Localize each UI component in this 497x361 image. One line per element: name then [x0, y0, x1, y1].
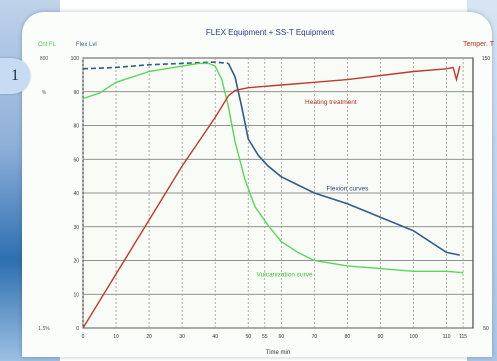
right-axis-label: Temper. T [463, 41, 495, 48]
x-tick: 70 [312, 334, 318, 340]
y-tick-left: % [42, 90, 47, 96]
chart-title: FLEX Equipment + SS-T Equipment [206, 28, 335, 37]
x-tick: 20 [146, 334, 152, 340]
x-tick: 100 [409, 334, 418, 340]
x-tick: 55 [262, 334, 268, 340]
left-axis-label-1: Cnt FL [38, 42, 57, 48]
y-tick-inner: 40 [73, 191, 79, 197]
y-tick-right: 50 [483, 326, 489, 332]
y-tick-left: 1.5% [38, 326, 50, 332]
x-tick: 10 [113, 334, 119, 340]
annotation-label: Flexion curves [326, 185, 369, 192]
annotations: Heating treatment Flexion curves Vulcaniza… [257, 99, 370, 279]
series-group [82, 61, 464, 329]
y-tick-inner: 10 [73, 292, 79, 298]
x-axis-label: Time min [266, 350, 290, 356]
y-tick-inner: 20 [73, 259, 79, 265]
x-tick: 50 [245, 334, 251, 340]
x-tick: 90 [378, 334, 384, 340]
series-line-1-dashed [82, 61, 229, 70]
series-line-1 [227, 63, 460, 256]
x-tick: 0 [82, 334, 85, 340]
series-line-2 [82, 62, 464, 274]
series-line-3 [82, 65, 461, 329]
y-tick-inner: 30 [73, 225, 79, 231]
y-tick-left: 800 [40, 56, 49, 62]
x-tick: 115 [459, 334, 467, 340]
left-axis-label-2: Flex Lvl [76, 42, 97, 48]
x-tick: 110 [443, 334, 451, 340]
grid [82, 57, 474, 329]
y-tick-inner: 90 [73, 90, 79, 96]
annotation-label: Heating treatment [305, 99, 357, 106]
x-tick: 60 [279, 334, 285, 340]
x-tick: 80 [345, 334, 351, 340]
x-tick: 30 [179, 334, 185, 340]
step-badge: 1 [0, 58, 30, 94]
y-tick-inner: 0 [76, 326, 79, 332]
y-tick-right: 150 [482, 56, 491, 62]
y-tick-inner: 80 [73, 124, 79, 130]
annotation-label: Vulcanization curve [257, 272, 314, 279]
y-tick-inner: 100 [71, 56, 80, 62]
x-tick: 40 [212, 334, 218, 340]
y-tick-inner: 60 [73, 157, 79, 163]
